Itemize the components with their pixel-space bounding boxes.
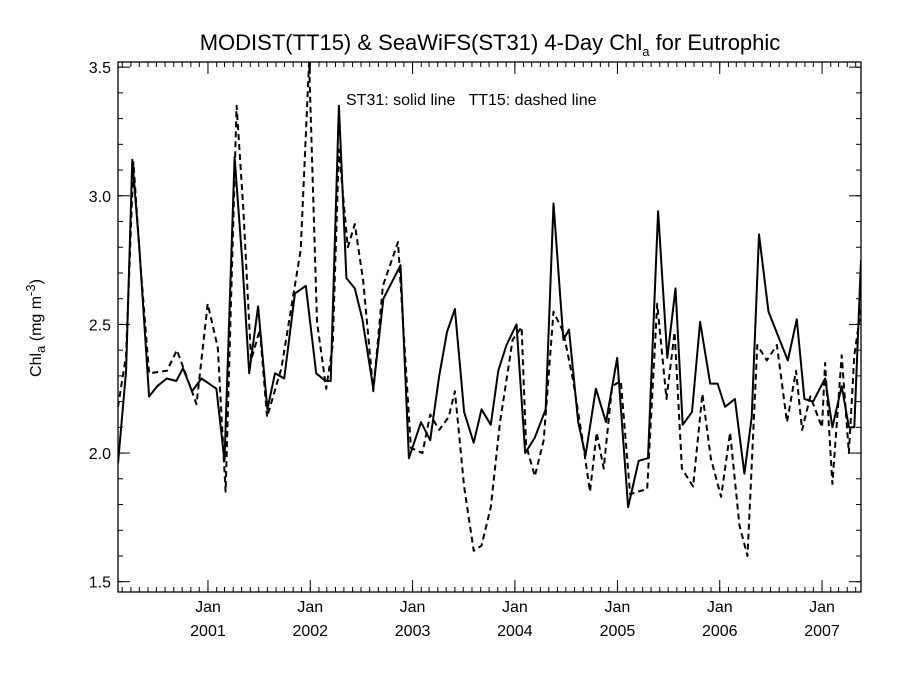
y-axis-label-main: Chl — [28, 353, 45, 377]
series-line-tt15-dashed — [118, 62, 861, 557]
series-annotation: ST31: solid line TT15: dashed line — [346, 92, 597, 109]
x-tick-label-year: 2002 — [292, 623, 328, 640]
chart-title-subscript: a — [642, 44, 650, 59]
axis-ticks: 1.5 2.0 2.5 3.0 3.5 Jan 2001 Jan 2002 Jan 2003 Jan 2… — [89, 60, 861, 640]
x-tick-label-year: 2007 — [804, 623, 840, 640]
y-tick-label: 2.0 — [89, 446, 111, 463]
y-tick-label: 2.5 — [89, 317, 111, 334]
x-tick-label-year: 2006 — [702, 623, 738, 640]
y-axis-label-subscript: a — [33, 345, 48, 353]
y-axis-label: Chla (mg m-3) — [23, 279, 48, 377]
chart-title: MODIST(TT15) & SeaWiFS(ST31) 4-Day Chla … — [200, 30, 781, 59]
x-tick-label-year: 2001 — [190, 623, 226, 640]
y-axis-label-unit: (mg m — [28, 296, 45, 346]
x-tick-label-month: Jan — [297, 599, 323, 616]
series-group — [118, 62, 861, 557]
x-tick-label-year: 2004 — [497, 623, 533, 640]
y-tick-label: 1.5 — [89, 575, 111, 592]
x-tick-label-month: Jan — [502, 599, 528, 616]
x-tick-label-month: Jan — [400, 599, 426, 616]
y-tick-label: 3.5 — [89, 60, 111, 77]
x-tick-label-month: Jan — [809, 599, 835, 616]
y-axis-label-close: ) — [28, 279, 45, 284]
x-tick-label-month: Jan — [195, 599, 221, 616]
x-tick-label-year: 2003 — [395, 623, 431, 640]
y-tick-label: 3.0 — [89, 189, 111, 206]
plot-frame — [117, 61, 862, 593]
y-axis-label-superscript: -3 — [23, 284, 38, 296]
chart-title-suffix: for Eutrophic — [649, 30, 780, 55]
x-tick-label-month: Jan — [707, 599, 733, 616]
chart-title-main: MODIST(TT15) & SeaWiFS(ST31) 4-Day Chl — [200, 30, 643, 55]
x-tick-label-year: 2005 — [600, 623, 636, 640]
x-tick-label-month: Jan — [605, 599, 631, 616]
series-line-st31-solid — [118, 104, 861, 509]
